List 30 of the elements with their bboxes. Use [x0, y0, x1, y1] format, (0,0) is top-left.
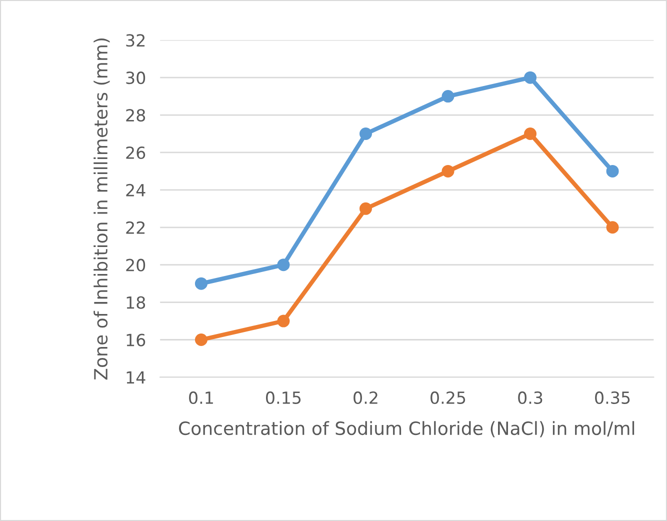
y-tick-label: 16: [126, 334, 146, 346]
y-tick-label: 28: [126, 108, 146, 122]
point: [442, 90, 454, 103]
x-tick-label: 0.1: [189, 391, 213, 404]
point: [606, 164, 619, 178]
point: [194, 277, 208, 290]
y-tick-label: 22: [126, 221, 145, 234]
x-tick-label: 0.3: [518, 391, 542, 404]
y-tick-label: 14: [126, 371, 146, 384]
point: [277, 258, 290, 272]
y-axis-title: Zone of Inhibition in millimeters (mm): [94, 38, 110, 380]
x-axis-title: Concentration of Sodium Chloride (NaCl) in mol/ml: [178, 421, 634, 438]
y-tick-label: 32: [126, 34, 145, 47]
y-tick-label: 18: [126, 296, 146, 309]
x-tick-label: 0.15: [266, 391, 301, 404]
point: [359, 202, 372, 215]
point: [359, 128, 372, 140]
point: [194, 334, 208, 346]
y-tick-label: 24: [126, 184, 146, 196]
point: [524, 71, 537, 84]
x-tick-label: 0.25: [430, 391, 466, 404]
point: [442, 164, 454, 178]
point: [524, 128, 537, 140]
y-tick-label: 20: [126, 258, 146, 272]
point: [606, 221, 619, 234]
point: [277, 314, 290, 328]
y-tick-label: 26: [126, 146, 146, 160]
x-tick-label: 0.35: [595, 391, 630, 404]
x-tick-label: 0.2: [354, 391, 378, 404]
y-tick-label: 30: [126, 72, 146, 84]
